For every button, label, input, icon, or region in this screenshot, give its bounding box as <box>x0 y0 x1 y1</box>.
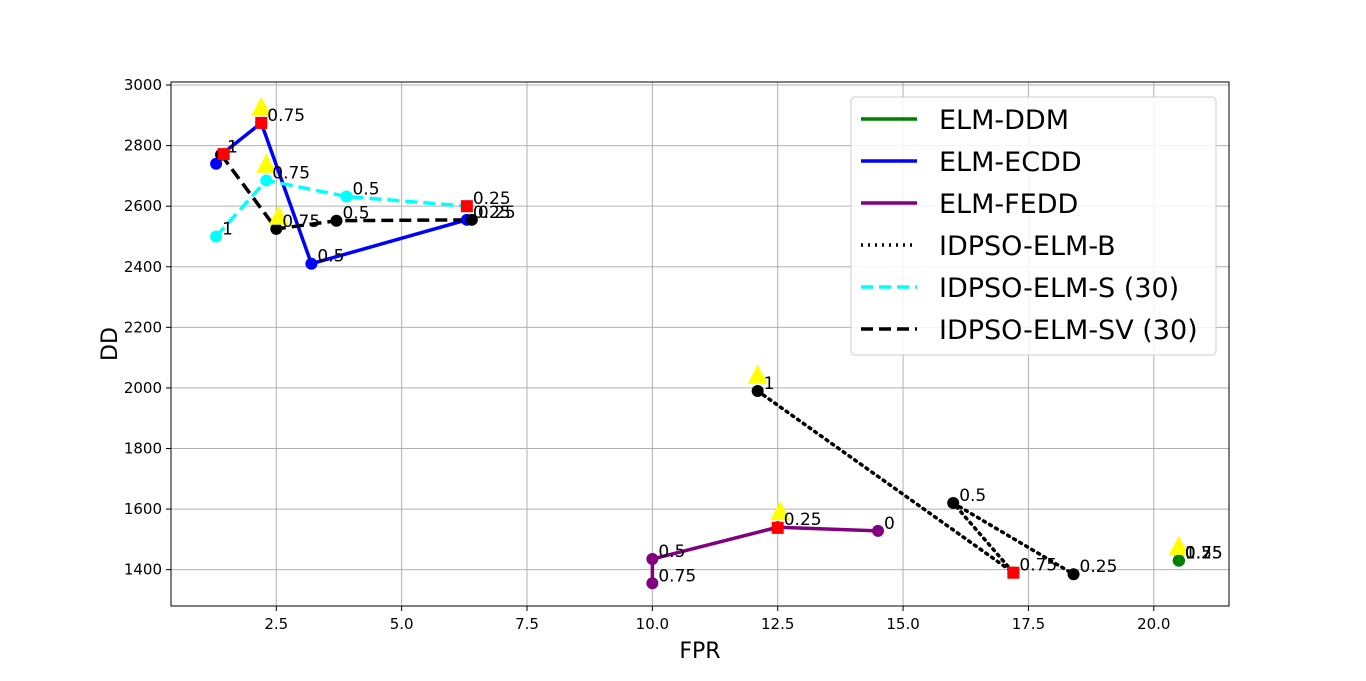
markers-layer <box>210 96 1189 590</box>
legend: ELM-DDM ELM-ECDD ELM-FEDD IDPSO-ELM-B IDPSO-… <box>850 96 1217 356</box>
series-point <box>947 497 960 510</box>
legend-entry: ELM-ECDD <box>939 147 1082 178</box>
series-point <box>260 174 273 187</box>
x-tick-label: 17.5 <box>1012 615 1045 633</box>
point-label: 0.5 <box>317 247 344 267</box>
plot-frame <box>170 81 1230 607</box>
legend-entry: ELM-FEDD <box>939 189 1078 220</box>
y-tick-label: 2200 <box>124 318 162 336</box>
series-point <box>1067 568 1080 581</box>
point-label: 1 <box>222 219 233 239</box>
point-label: 0.25 <box>1080 557 1118 577</box>
point-label: 0.75 <box>1185 544 1223 564</box>
series-point <box>465 213 478 226</box>
x-tick-label: 15.0 <box>886 615 919 633</box>
series-point <box>751 384 764 397</box>
series-point <box>330 214 343 227</box>
legend-box <box>850 96 1217 356</box>
point-label: 0.75 <box>282 212 320 232</box>
x-axis-title: FPR <box>679 639 720 664</box>
y-tick-label: 3000 <box>124 76 162 94</box>
x-tick-label: 20.0 <box>1137 615 1170 633</box>
y-axis-title: DD <box>98 327 123 361</box>
series-point <box>210 230 223 243</box>
best-triangle-marker <box>1168 535 1189 555</box>
point-label: 0.5 <box>342 204 369 224</box>
x-tick-label: 5.0 <box>390 615 414 633</box>
point-label: 0.75 <box>272 163 310 183</box>
point-label: 0.25 <box>473 203 511 223</box>
series-line <box>755 389 1076 576</box>
series-line <box>219 153 472 231</box>
y-tick-label: 2400 <box>124 258 162 276</box>
best-triangle-marker <box>256 153 277 173</box>
series-point <box>1172 554 1185 567</box>
series-point <box>872 524 885 537</box>
point-label: 0.75 <box>658 566 696 586</box>
legend-entry: IDPSO-ELM-S (30) <box>939 273 1179 304</box>
legend-entry: IDPSO-ELM-SV (30) <box>939 315 1198 346</box>
best-triangle-marker <box>268 205 289 225</box>
best-triangle-marker <box>770 501 791 521</box>
series-point <box>210 157 223 170</box>
series-point <box>270 222 283 235</box>
point-label: 0.25 <box>478 203 516 223</box>
x-tick-label: 7.5 <box>515 615 539 633</box>
point-label: 0.25 <box>473 189 511 209</box>
series-point <box>646 577 659 590</box>
best-square-marker <box>771 521 784 534</box>
point-label: 0 <box>1185 544 1196 564</box>
point-label: 0.5 <box>1185 544 1212 564</box>
y-tick-label: 2000 <box>124 379 162 397</box>
best-square-marker <box>217 148 230 161</box>
y-tick-label: 2800 <box>124 137 162 155</box>
y-tick-label: 1800 <box>124 439 162 457</box>
series-point <box>646 553 659 566</box>
point-label: 1 <box>764 374 775 394</box>
series-line <box>650 525 879 584</box>
point-label: 0.5 <box>658 542 685 562</box>
point-label: 0.25 <box>1185 544 1223 564</box>
series-point <box>340 190 353 203</box>
x-tick-label: 10.0 <box>636 615 669 633</box>
point-label: 1 <box>1185 544 1196 564</box>
point-label: 1 <box>227 138 238 158</box>
best-triangle-marker <box>747 364 768 384</box>
best-square-marker <box>460 200 473 213</box>
legend-entry: ELM-DDM <box>939 105 1069 136</box>
point-label: 0.75 <box>267 106 305 126</box>
legend-entry: IDPSO-ELM-B <box>939 231 1116 262</box>
point-label: 0.25 <box>784 510 822 530</box>
series-point <box>305 257 318 270</box>
best-square-marker <box>255 116 268 129</box>
series-line <box>214 178 467 238</box>
point-label: 0.5 <box>352 179 379 199</box>
y-tick-label: 1600 <box>124 500 162 518</box>
best-square-marker <box>1007 566 1020 579</box>
point-label: 0.5 <box>959 486 986 506</box>
best-triangle-marker <box>251 96 272 116</box>
y-tick-label: 1400 <box>124 561 162 579</box>
point-label: 0.75 <box>1019 556 1057 576</box>
axis-ticks: 2.5 5.0 7.5 10.0 12.5 15.0 17.5 20.0 1400 1600 180… <box>124 76 1171 633</box>
x-tick-label: 2.5 <box>264 615 288 633</box>
point-label: 0 <box>884 514 895 534</box>
y-tick-label: 2600 <box>124 197 162 215</box>
x-tick-label: 12.5 <box>761 615 794 633</box>
